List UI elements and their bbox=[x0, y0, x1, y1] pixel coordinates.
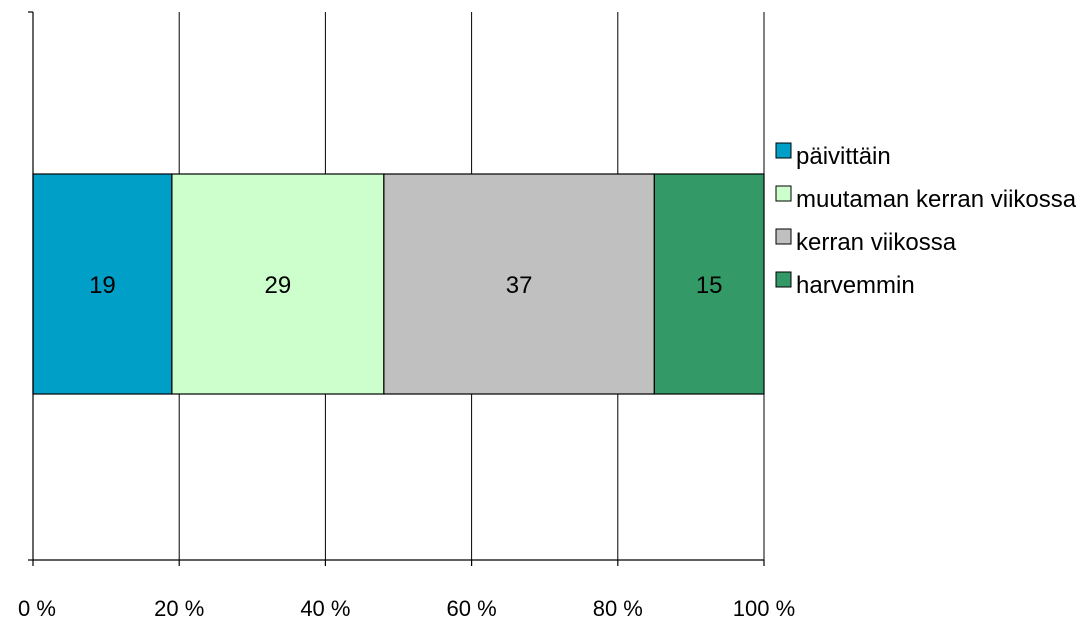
legend-label-3: kerran viikossa bbox=[796, 229, 957, 256]
legend-swatch-4 bbox=[775, 271, 792, 288]
bar-segments bbox=[32, 173, 765, 395]
legend-label-4: harvemmin bbox=[796, 272, 915, 299]
x-tick-label-0: 0 % bbox=[18, 596, 56, 621]
x-tick-label-80: 80 % bbox=[593, 596, 643, 621]
x-axis-tick-labels: 0 % 20 % 40 % 60 % 80 % 100 % bbox=[18, 596, 795, 621]
legend: päivittäin muutaman kerran viikossa kerran… bbox=[775, 142, 1076, 299]
x-tick-label-20: 20 % bbox=[154, 596, 204, 621]
legend-swatch-1 bbox=[775, 142, 792, 159]
bar-segment-1 bbox=[32, 173, 173, 395]
data-label-3: 37 bbox=[506, 272, 533, 299]
x-tick-label-60: 60 % bbox=[447, 596, 497, 621]
bar-segment-2 bbox=[171, 173, 385, 395]
x-tick-label-100: 100 % bbox=[733, 596, 795, 621]
legend-label-1: päivittäin bbox=[796, 143, 891, 170]
axes bbox=[28, 11, 765, 566]
legend-swatch-3 bbox=[775, 228, 792, 245]
legend-swatch-2 bbox=[775, 185, 792, 202]
data-label-1: 19 bbox=[89, 272, 116, 299]
legend-label-2: muutaman kerran viikossa bbox=[796, 186, 1076, 213]
data-labels: 19 29 37 15 bbox=[89, 272, 722, 299]
bar-segment-3 bbox=[383, 173, 655, 395]
x-tick-label-40: 40 % bbox=[300, 596, 350, 621]
bar-segment-4 bbox=[653, 173, 765, 395]
data-label-4: 15 bbox=[696, 272, 723, 299]
data-label-2: 29 bbox=[265, 272, 292, 299]
